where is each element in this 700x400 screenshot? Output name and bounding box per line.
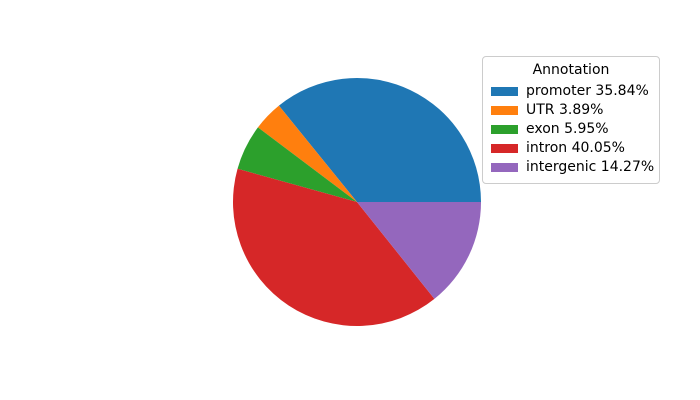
legend-swatch-exon xyxy=(491,124,518,134)
legend-item-intron: intron 40.05% xyxy=(491,139,651,158)
legend-label-utr: UTR 3.89% xyxy=(526,101,604,118)
pie-slice-UTR xyxy=(257,105,357,202)
legend-label-exon: exon 5.95% xyxy=(526,120,609,137)
pie-slice-intergenic xyxy=(357,202,481,299)
legend-label-intron: intron 40.05% xyxy=(526,139,625,156)
legend-item-intergenic: intergenic 14.27% xyxy=(491,158,655,177)
legend-swatch-utr xyxy=(491,105,518,115)
legend-title: Annotation xyxy=(532,62,610,78)
pie-slice-promoter xyxy=(278,78,481,202)
legend-swatch-intron xyxy=(491,143,518,153)
legend-item-utr: UTR 3.89% xyxy=(491,101,651,120)
legend-item-exon: exon 5.95% xyxy=(491,120,651,139)
pie-slice-exon xyxy=(237,127,357,202)
legend: Annotation promoter 35.84% UTR 3.89% exo… xyxy=(482,56,660,184)
legend-swatch-promoter xyxy=(491,86,518,96)
legend-label-promoter: promoter 35.84% xyxy=(526,82,649,99)
legend-item-promoter: promoter 35.84% xyxy=(491,82,651,101)
pie-slice-intron xyxy=(232,168,435,327)
legend-label-intergenic: intergenic 14.27% xyxy=(526,158,655,175)
legend-swatch-intergenic xyxy=(491,162,518,172)
